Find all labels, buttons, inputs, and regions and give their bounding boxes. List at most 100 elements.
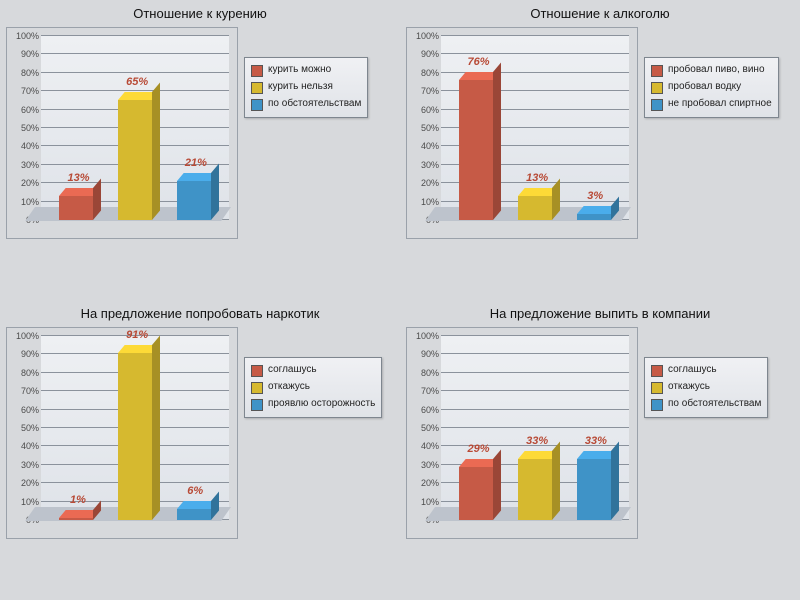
legend-label: соглашусь [268, 364, 317, 376]
legend-label: не пробовал спиртное [668, 98, 772, 110]
legend-label: соглашусь [668, 364, 717, 376]
y-axis: 0%10%20%30%40%50%60%70%80%90%100% [407, 336, 441, 520]
bars-container: 76% 13% 3% [441, 36, 629, 220]
bar-1: 91% [118, 353, 152, 520]
legend-swatch [651, 82, 663, 94]
legend-swatch [651, 399, 663, 411]
y-tick-label: 40% [421, 441, 439, 451]
y-tick-label: 70% [421, 86, 439, 96]
legend: пробовал пиво, винопробовал водкуне проб… [644, 57, 779, 118]
bar-0: 76% [459, 80, 493, 220]
y-tick-label: 50% [421, 123, 439, 133]
bar-1: 13% [518, 196, 552, 220]
y-axis: 0%10%20%30%40%50%60%70%80%90%100% [7, 336, 41, 520]
bar-front [577, 214, 611, 220]
bars-container: 1%91%6% [41, 336, 229, 520]
legend-swatch [251, 99, 263, 111]
legend-item-1: курить нельзя [251, 79, 361, 96]
y-tick-label: 50% [421, 423, 439, 433]
bar-side [211, 164, 219, 220]
bar-front [459, 467, 493, 520]
bar-side [211, 491, 219, 520]
bar-value-label: 13% [526, 172, 548, 184]
y-tick-label: 90% [421, 349, 439, 359]
bar-front [177, 509, 211, 520]
y-tick-label: 80% [21, 68, 39, 78]
y-tick-label: 60% [421, 405, 439, 415]
legend-swatch [651, 99, 663, 111]
y-tick-label: 30% [421, 160, 439, 170]
y-axis: 0%10%20%30%40%50%60%70%80%90%100% [7, 36, 41, 220]
legend-label: откажусь [668, 381, 710, 393]
bar-front [177, 181, 211, 220]
y-tick-label: 80% [421, 68, 439, 78]
bar-front [118, 353, 152, 520]
y-tick-label: 90% [421, 49, 439, 59]
legend-swatch [251, 65, 263, 77]
plot-area: 0%10%20%30%40%50%60%70%80%90%100%29%33%3… [406, 327, 638, 539]
y-tick-label: 40% [21, 141, 39, 151]
legend-swatch [251, 82, 263, 94]
plot-inner: 29%33%33% [441, 336, 629, 520]
y-tick-label: 20% [421, 178, 439, 188]
chart-grid: Отношение к курению 0%10%20%30%40%50%60%7… [0, 0, 800, 600]
y-tick-label: 100% [16, 31, 39, 41]
y-tick-label: 60% [21, 105, 39, 115]
bar-side [152, 335, 160, 520]
legend-label: откажусь [268, 381, 310, 393]
y-tick-label: 90% [21, 49, 39, 59]
bar-front [518, 196, 552, 220]
legend-label: по обстоятельствам [668, 398, 761, 410]
y-tick-label: 60% [421, 105, 439, 115]
y-tick-label: 30% [21, 160, 39, 170]
legend-item-1: откажусь [251, 379, 375, 396]
bar-value-label: 3% [587, 190, 603, 202]
bar-side [152, 83, 160, 220]
chart-panel-smoking: Отношение к курению0%10%20%30%40%50%60%7… [0, 0, 400, 300]
legend-label: пробовал пиво, вино [668, 64, 765, 76]
bar-value-label: 33% [526, 435, 548, 447]
bars-container: 13% 65% 21% [41, 36, 229, 220]
chart-panel-alcohol: Отношение к алкоголю0%10%20%30%40%50%60%… [400, 0, 800, 300]
legend-item-2: по обстоятельствам [651, 396, 761, 413]
legend-swatch [251, 365, 263, 377]
y-tick-label: 10% [421, 197, 439, 207]
legend-item-2: по обстоятельствам [251, 96, 361, 113]
bar-value-label: 76% [468, 56, 490, 68]
chart-body: 0%10%20%30%40%50%60%70%80%90%100%13%65%2… [0, 25, 400, 300]
bar-2: 6% [177, 509, 211, 520]
bar-side [552, 179, 560, 220]
legend-label: по обстоятельствам [268, 98, 361, 110]
chart-panel-drink_company: На предложение выпить в компании0%10%20%… [400, 300, 800, 600]
chart-title: Отношение к курению [0, 0, 400, 25]
y-tick-label: 30% [21, 460, 39, 470]
bar-front [459, 80, 493, 220]
y-tick-label: 70% [21, 386, 39, 396]
legend-item-0: соглашусь [251, 362, 375, 379]
bar-value-label: 21% [185, 157, 207, 169]
bar-value-label: 13% [68, 172, 90, 184]
plot-inner: 76% 13% 3% [441, 36, 629, 220]
legend-label: курить нельзя [268, 81, 333, 93]
bar-side [611, 197, 619, 220]
y-tick-label: 20% [21, 178, 39, 188]
y-tick-label: 10% [421, 497, 439, 507]
bar-side [493, 63, 501, 220]
bar-0: 13% [59, 196, 93, 220]
bar-2: 33% [577, 459, 611, 520]
bar-front [577, 459, 611, 520]
plot-area: 0%10%20%30%40%50%60%70%80%90%100%1%91%6% [6, 327, 238, 539]
chart-panel-drugs: На предложение попробовать наркотик0%10%… [0, 300, 400, 600]
plot-area: 0%10%20%30%40%50%60%70%80%90%100%13%65%2… [6, 27, 238, 239]
y-axis: 0%10%20%30%40%50%60%70%80%90%100% [407, 36, 441, 220]
bars-container: 29%33%33% [441, 336, 629, 520]
bar-value-label: 65% [126, 76, 148, 88]
chart-body: 0%10%20%30%40%50%60%70%80%90%100%29%33%3… [400, 325, 800, 600]
legend-swatch [651, 365, 663, 377]
legend: соглашусь откажусь проявлю осторожность [244, 357, 382, 418]
legend-label: проявлю осторожность [268, 398, 375, 410]
y-tick-label: 70% [421, 386, 439, 396]
chart-body: 0%10%20%30%40%50%60%70%80%90%100%76%13%3… [400, 25, 800, 300]
bar-side [611, 442, 619, 520]
legend-swatch [651, 382, 663, 394]
